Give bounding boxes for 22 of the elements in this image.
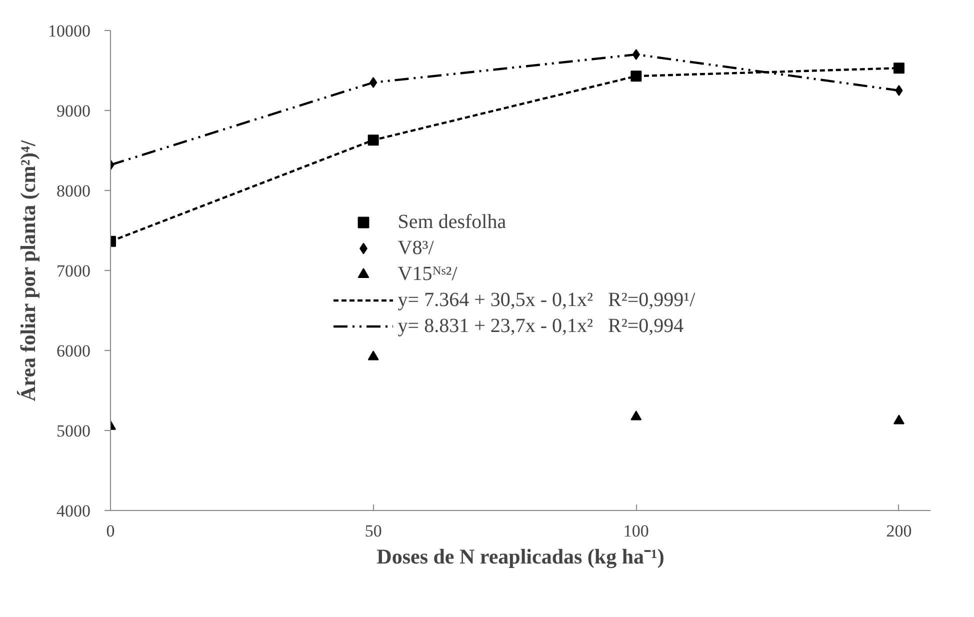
legend-label: Sem desfolha: [398, 210, 506, 234]
legend-label: y= 8.831 + 23,7x - 0,1x² R²=0,994: [398, 314, 684, 338]
x-axis-title: Doses de N reaplicadas (kg ha⁻¹): [376, 544, 664, 568]
y-tick-label: 9000: [56, 102, 90, 120]
y-axis-title: Área foliar por planta (cm²)⁴/: [16, 139, 40, 402]
point: [630, 410, 642, 420]
legend-label: y= 7.364 + 30,5x - 0,1x² R²=0,999¹/: [398, 288, 696, 312]
point: [893, 62, 904, 74]
point: [893, 414, 904, 424]
x-tick-label: 50: [364, 522, 382, 540]
y-tick-label: 7000: [56, 262, 90, 280]
y-tick-label: 4000: [56, 502, 90, 520]
y-tick-label: 8000: [56, 182, 90, 200]
legend-label: V15ᴺˢ²/: [398, 262, 458, 286]
y-tick-label: 5000: [56, 422, 90, 440]
y-tick-label: 6000: [56, 342, 90, 360]
point: [368, 350, 379, 360]
x-tick-label: 0: [106, 522, 115, 540]
x-tick-label: 100: [623, 522, 649, 540]
x-tick-label: 200: [886, 522, 912, 540]
legend-label: V8³/: [398, 236, 434, 260]
y-tick-label: 10000: [48, 22, 90, 40]
